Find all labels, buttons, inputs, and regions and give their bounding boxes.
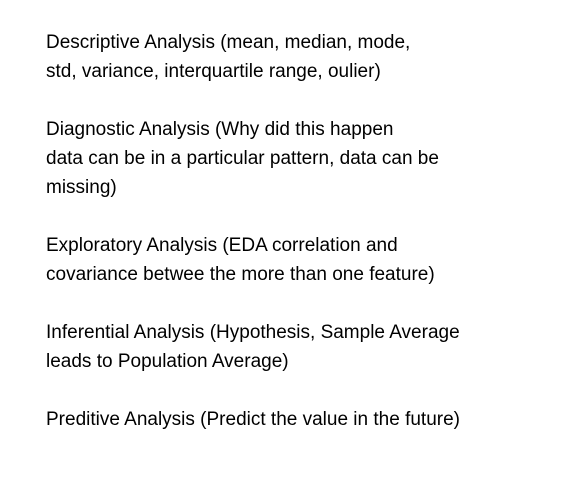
text-line: Exploratory Analysis (EDA correlation an… (46, 235, 398, 256)
text-line: leads to Population Average) (46, 351, 289, 372)
text-line: Inferential Analysis (Hypothesis, Sample… (46, 322, 460, 343)
text-line: Descriptive Analysis (mean, median, mode… (46, 32, 411, 53)
paragraph-descriptive-analysis: Descriptive Analysis (mean, median, mode… (46, 28, 410, 86)
text-line: Diagnostic Analysis (Why did this happen (46, 119, 394, 140)
text-line: data can be in a particular pattern, dat… (46, 148, 439, 169)
paragraph-inferential-analysis: Inferential Analysis (Hypothesis, Sample… (46, 318, 460, 376)
paragraph-diagnostic-analysis: Diagnostic Analysis (Why did this happen… (46, 115, 439, 202)
text-line: missing) (46, 177, 117, 198)
text-line: std, variance, interquartile range, ouli… (46, 61, 381, 82)
paragraph-exploratory-analysis: Exploratory Analysis (EDA correlation an… (46, 231, 435, 289)
paragraph-predictive-analysis: Preditive Analysis (Predict the value in… (46, 405, 460, 434)
text-line: Preditive Analysis (Predict the value in… (46, 409, 460, 430)
text-line: covariance betwee the more than one feat… (46, 264, 435, 285)
